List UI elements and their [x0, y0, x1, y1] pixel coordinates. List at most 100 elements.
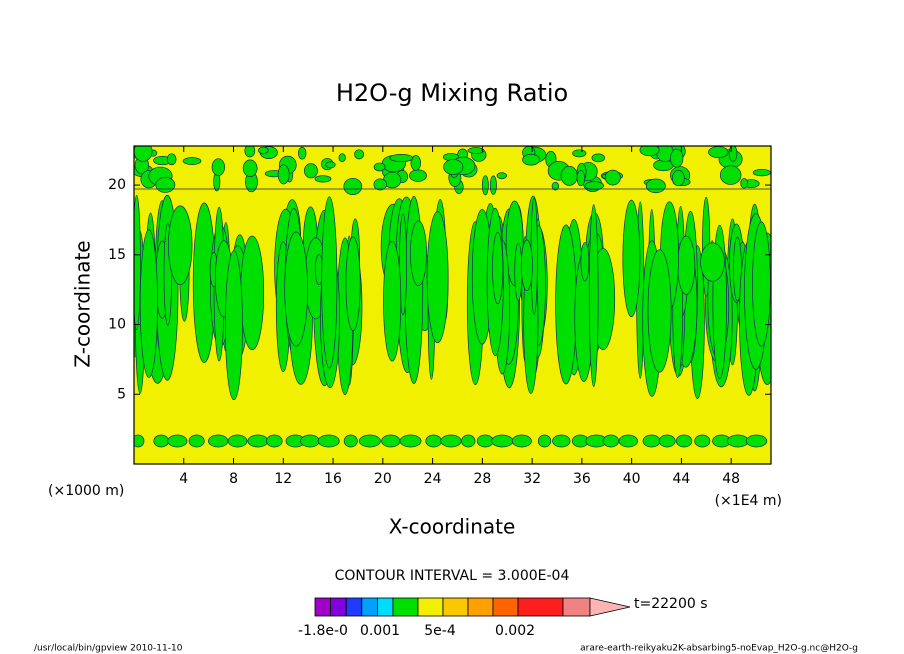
contour-region: [167, 434, 188, 448]
contour-region: [461, 434, 476, 448]
x-tick-label: 24: [424, 471, 442, 487]
contour-region: [560, 165, 578, 186]
footer-right: arare-earth-reikyaku2K-absarbing5-noEvap…: [580, 644, 858, 654]
colorbar-extension: [589, 597, 631, 617]
contour-region: [591, 153, 605, 163]
contour-region: [224, 250, 243, 401]
colorbar-label: -1.8e-0: [298, 623, 348, 639]
contour-region: [572, 149, 587, 158]
contour-region: [580, 242, 590, 282]
colorbar-box: [467, 597, 494, 617]
x-unit-label: (×1E4 m): [715, 493, 782, 509]
contour-region: [358, 434, 381, 448]
contour-region: [410, 155, 421, 171]
contour-region: [440, 434, 462, 448]
contour-region: [409, 169, 427, 182]
contour-region: [208, 434, 229, 448]
contour-region: [604, 169, 621, 186]
x-tick-label: 44: [673, 471, 691, 487]
contour-region: [537, 434, 552, 448]
contour-region: [602, 434, 620, 448]
contour-region: [647, 249, 672, 373]
contour-region: [740, 178, 748, 189]
x-tick-label: 28: [473, 471, 491, 487]
contour-region: [242, 159, 258, 178]
colorbar-box: [330, 597, 347, 617]
contour-region: [300, 434, 320, 448]
contour-region: [522, 153, 540, 166]
contour-region: [343, 434, 358, 448]
contour-region: [425, 434, 442, 448]
contour-region: [303, 163, 318, 179]
contour-region: [555, 224, 577, 385]
contour-region: [317, 434, 340, 448]
contour-region: [481, 175, 489, 196]
contour-region: [467, 147, 485, 154]
contour-region: [489, 175, 497, 195]
y-tick-label: 5: [117, 386, 126, 402]
contour-region: [325, 161, 336, 169]
contour-region: [399, 434, 422, 448]
contour-region: [345, 236, 361, 331]
contour-region: [354, 149, 364, 160]
contour-region: [134, 434, 145, 448]
x-axis-label: X-coordinate: [389, 515, 516, 539]
contour-region: [745, 434, 768, 448]
contour-region: [381, 434, 401, 448]
contour-region: [166, 153, 177, 166]
contour-region: [677, 235, 696, 295]
contour-region: [496, 172, 507, 180]
contour-region: [752, 169, 771, 177]
contour-region: [645, 178, 666, 194]
contour-region: [257, 146, 269, 154]
contour-region: [182, 157, 202, 165]
contour-region: [321, 196, 338, 369]
contour-region: [443, 159, 464, 175]
contour-region: [719, 165, 742, 185]
contour-region: [284, 231, 308, 347]
contour-region: [658, 434, 676, 448]
colorbar-box: [314, 597, 332, 617]
contour-region: [188, 434, 205, 448]
contour-region: [514, 242, 523, 301]
colorbar-box: [517, 597, 564, 617]
x-tick-label: 8: [229, 471, 238, 487]
contour-region: [520, 239, 533, 291]
contour-region: [728, 146, 738, 162]
colorbar-label: 5e-4: [424, 623, 456, 639]
contour-region: [389, 153, 414, 163]
x-tick-label: 32: [523, 471, 541, 487]
chart-title: H2O-g Mixing Ratio: [336, 79, 568, 107]
time-label: t=22200 s: [634, 596, 708, 612]
contour-region: [211, 158, 225, 176]
contour-region: [240, 235, 265, 351]
x-tick-label: 40: [623, 471, 641, 487]
x-tick-label: 36: [573, 471, 591, 487]
footer-left: /usr/local/bin/gpview 2010-11-10: [34, 644, 183, 654]
contour-region: [639, 146, 660, 157]
colorbar-box: [392, 597, 419, 617]
contour-region: [727, 434, 749, 448]
contour-region: [672, 169, 685, 187]
contour-region: [227, 434, 248, 448]
x-tick-label: 12: [274, 471, 292, 487]
colorbar-label: 0.001: [360, 623, 400, 639]
contour-region: [700, 242, 725, 282]
colorbar-box: [492, 597, 519, 617]
plot-frame: [133, 145, 772, 465]
x-tick-label: 16: [324, 471, 342, 487]
contour-region: [168, 205, 193, 285]
contour-region: [373, 162, 386, 172]
x-tick-label: 48: [722, 471, 740, 487]
contour-region: [670, 148, 684, 168]
contour-region: [694, 434, 711, 448]
contour-interval: CONTOUR INTERVAL = 3.000E-04: [335, 568, 570, 584]
colorbar-box: [345, 597, 363, 617]
contour-region: [576, 170, 586, 187]
contour-region: [139, 229, 158, 378]
colorbar-box: [361, 597, 378, 617]
contour-region: [247, 434, 269, 448]
contour-region: [338, 153, 346, 163]
contour-region: [383, 240, 402, 362]
contour-region: [297, 146, 307, 160]
